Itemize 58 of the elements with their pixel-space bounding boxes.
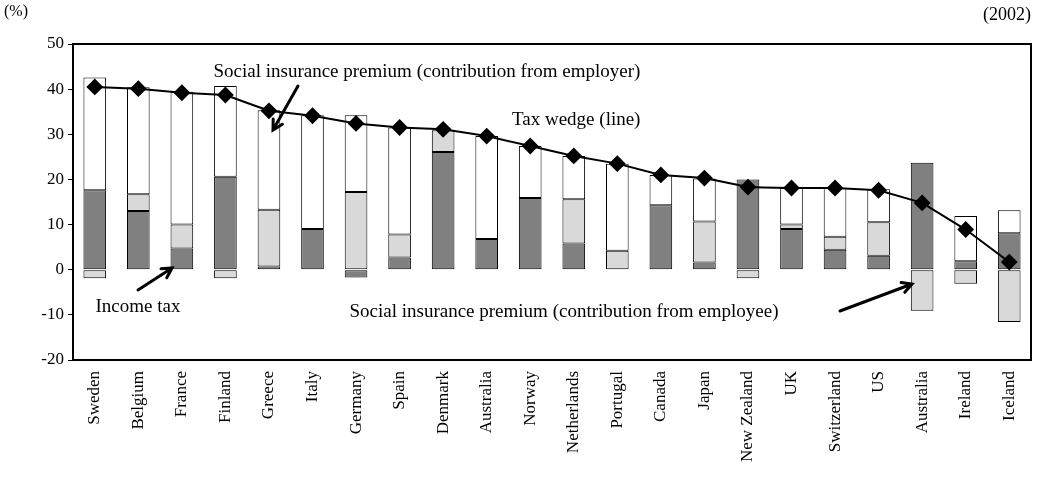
x-tick-label: Norway	[519, 370, 539, 426]
y-tick-label: 30	[47, 123, 64, 143]
x-tick-label: Portugal	[606, 370, 626, 429]
x-tick-label: Belgium	[127, 371, 147, 430]
x-tick-label: Spain	[389, 370, 409, 410]
point	[870, 182, 887, 199]
x-tick-label: Sweden	[84, 370, 104, 425]
y-tick-label: 10	[47, 214, 64, 234]
x-tick-label: Switzerland	[824, 370, 844, 453]
y-tick-label: 0	[55, 259, 64, 279]
y-tick-label: -20	[41, 349, 64, 369]
x-tick-label: France	[171, 371, 191, 418]
x-tick-label: Australia	[911, 370, 931, 434]
point	[348, 115, 365, 132]
annotation: Income tax	[95, 294, 181, 316]
x-tick-label: Netherlands	[563, 371, 583, 454]
point	[609, 155, 626, 172]
x-tick-label: Greece	[258, 371, 278, 420]
point	[391, 119, 408, 136]
point	[260, 102, 277, 119]
point	[565, 147, 582, 164]
x-tick-label: US	[868, 371, 888, 393]
point	[522, 138, 539, 155]
point	[86, 78, 103, 95]
point	[914, 194, 931, 211]
x-tick-label: Finland	[214, 370, 234, 423]
x-tick-label: New Zealand	[737, 370, 757, 463]
point	[652, 166, 669, 183]
y-tick-label: -10	[41, 304, 64, 324]
point	[783, 180, 800, 197]
x-tick-label: Denmark	[432, 370, 452, 435]
point	[696, 170, 713, 187]
point	[217, 87, 234, 104]
x-tick-label: Germany	[345, 370, 365, 435]
point	[435, 121, 452, 138]
x-tick-label: Italy	[301, 370, 321, 403]
y-axis-title: (%)	[4, 1, 28, 19]
point	[1001, 254, 1018, 271]
annotation: Social insurance premium (contribution from employee)	[349, 299, 779, 321]
chart-subtitle: (2002)	[983, 3, 1031, 24]
x-tick-label: Japan	[693, 370, 713, 410]
point	[827, 180, 844, 197]
annotation: Tax wedge (line)	[512, 107, 641, 129]
point	[739, 179, 756, 196]
y-tick-label: 40	[47, 78, 64, 98]
x-tick-label: UK	[780, 370, 800, 396]
y-tick-label: 20	[47, 168, 64, 188]
y-tick-label: 50	[47, 33, 64, 53]
point	[130, 80, 147, 97]
point	[478, 128, 495, 145]
x-tick-label: Australia	[476, 370, 496, 434]
point	[304, 107, 321, 124]
x-tick-label: Ireland	[955, 370, 975, 420]
x-tick-label: Iceland	[998, 370, 1018, 422]
point	[173, 84, 190, 101]
x-tick-label: Canada	[650, 370, 670, 422]
point	[957, 221, 974, 238]
annotation: Social insurance premium (contribution from employer)	[213, 59, 641, 81]
